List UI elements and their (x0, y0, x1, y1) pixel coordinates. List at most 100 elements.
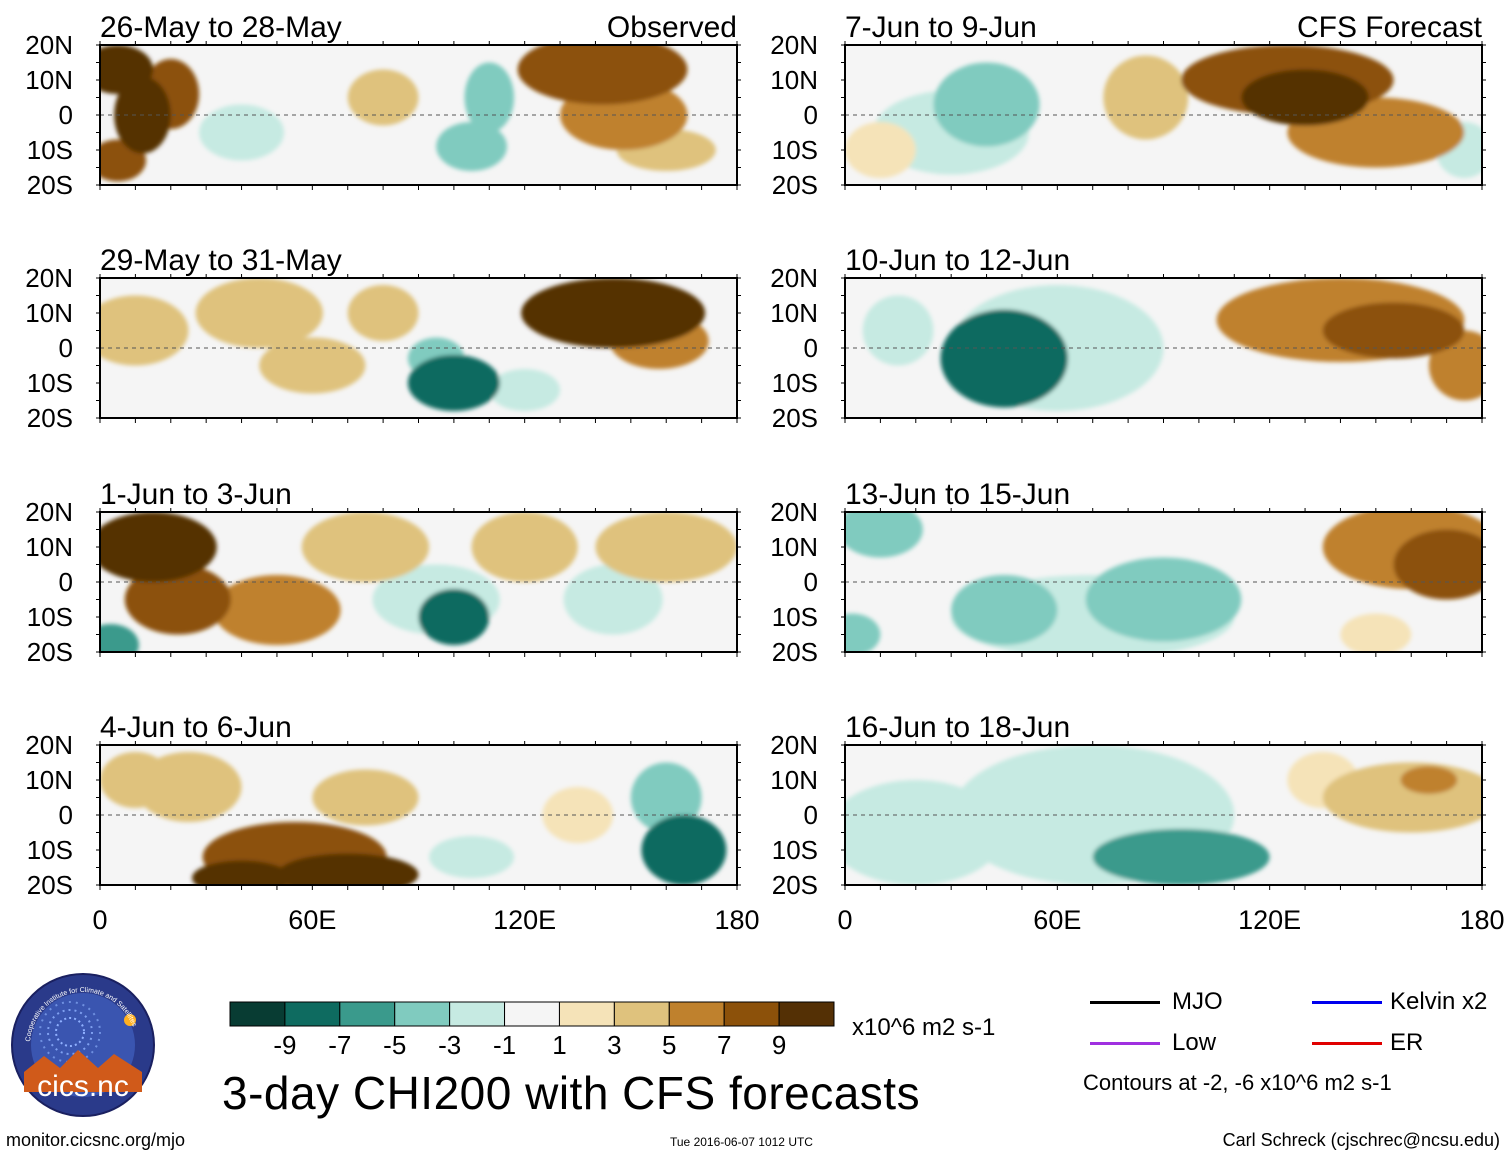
anomaly-region (1241, 69, 1369, 126)
colorbar-swatch (284, 1001, 341, 1027)
x-tick-label: 180 (714, 905, 759, 935)
panel-period-label: 16-Jun to 18-Jun (845, 711, 1070, 744)
anomaly-region (192, 860, 292, 885)
legend-label-low: Low (1172, 1029, 1217, 1056)
colorbar-tick-label: -3 (438, 1030, 461, 1060)
anomaly-region (347, 69, 419, 126)
y-tick-label: 10N (770, 532, 818, 562)
logo-name: cics.nc (37, 1070, 129, 1103)
panel-4: 20N 10N 0 10S 20S 4-Jun to 6-Jun 0 60E 120E 180 (25, 711, 759, 935)
anomaly-region (489, 369, 561, 411)
legend-swatch-low (1090, 1042, 1160, 1045)
colorbar-swatch (394, 1001, 451, 1027)
anomaly-region (276, 853, 419, 885)
chart-title: 3-day CHI200 with CFS forecasts (222, 1067, 921, 1119)
y-tick-label: 0 (804, 567, 818, 597)
anomaly-region (464, 62, 515, 133)
panel-8: 20N 10N 0 10S 20S 16-Jun to 18-Jun 0 60E 120E 180 (770, 711, 1504, 935)
anomaly-region (845, 780, 1005, 885)
panel-period-label: 13-Jun to 15-Jun (845, 478, 1070, 511)
anomaly-region (521, 278, 706, 348)
anomaly-region (436, 122, 507, 171)
y-tick-label: 20S (27, 170, 73, 200)
y-tick-label: 10N (25, 65, 73, 95)
footer-url[interactable]: monitor.cicsnc.org/mjo (6, 1130, 186, 1150)
colorbar-swatch (558, 1001, 615, 1027)
anomaly-region (517, 45, 688, 105)
anomaly-region (429, 836, 515, 878)
y-tick-label: 0 (59, 100, 73, 130)
colorbar-swatch (778, 1001, 835, 1027)
anomaly-region (100, 624, 139, 652)
y-tick-label: 20N (770, 30, 818, 60)
anomaly-region (199, 104, 285, 161)
y-tick-label: 10S (27, 135, 73, 165)
footer-author: Carl Schreck (cjschrec@ncsu.edu) (1222, 1130, 1500, 1150)
footer-timestamp: Tue 2016-06-07 1012 UTC (670, 1135, 813, 1149)
y-tick-label: 20S (772, 637, 818, 667)
anomaly-region (407, 355, 500, 411)
panel-6: 20N 10N 0 10S 20S 10-Jun to 12-Jun (770, 244, 1486, 433)
anomaly-region (862, 295, 934, 366)
colorbar-swatch (339, 1001, 396, 1027)
y-tick-label: 20S (772, 170, 818, 200)
anomaly-region (1092, 829, 1270, 885)
anomaly-region (100, 512, 217, 582)
anomaly-region (542, 787, 614, 843)
y-tick-label: 10N (25, 298, 73, 328)
x-tick-label: 60E (288, 905, 336, 935)
contours-note: Contours at -2, -6 x10^6 m2 s-1 (1083, 1070, 1392, 1095)
anomaly-region (418, 589, 490, 645)
colorbar-tick-label: 1 (552, 1030, 566, 1060)
y-tick-label: 20N (25, 497, 73, 527)
anomaly-region (100, 752, 171, 808)
anomaly-region (312, 769, 419, 826)
colorbar-swatch (229, 1001, 286, 1027)
y-tick-label: 20N (770, 730, 818, 760)
y-tick-label: 20S (772, 870, 818, 900)
legend-label-kelvin: Kelvin x2 (1390, 988, 1488, 1015)
panel-7: 20N 10N 0 10S 20S 13-Jun to 15-Jun (770, 478, 1486, 667)
panel-period-label: 26-May to 28-May (100, 11, 342, 44)
panel-3: 20N 10N 0 10S 20S 1-Jun to 3-Jun (25, 478, 741, 667)
y-tick-label: 10S (772, 835, 818, 865)
colorbar-tick-label: -7 (328, 1030, 351, 1060)
y-tick-label: 20N (770, 497, 818, 527)
anomaly-region (940, 309, 1068, 408)
x-tick-label: 120E (1238, 905, 1301, 935)
y-tick-label: 0 (804, 100, 818, 130)
colorbar-tick-label: -5 (383, 1030, 406, 1060)
anomaly-region (347, 285, 419, 341)
panel-2: 20N 10N 0 10S 20S 29-May to 31-May (25, 244, 741, 433)
y-tick-label: 20N (770, 263, 818, 293)
y-tick-label: 10S (27, 835, 73, 865)
colorbar-swatch (668, 1001, 725, 1027)
anomaly-region (845, 512, 923, 558)
y-tick-label: 10N (770, 65, 818, 95)
y-tick-label: 10N (770, 298, 818, 328)
legend-swatch-er (1312, 1042, 1382, 1045)
y-tick-label: 20N (25, 263, 73, 293)
panel-1: 20N 10N 0 10S 20S 26-May to 28-May Observed (25, 11, 741, 200)
colorbar-tick-label: -1 (493, 1030, 516, 1060)
y-tick-label: 10S (772, 135, 818, 165)
anomaly-region (1340, 613, 1412, 652)
colorbar: -9 -7 -5 -3 -1 1 3 5 7 9 (229, 1001, 835, 1060)
panel-kind-label: Observed (607, 11, 737, 44)
y-tick-label: 10S (27, 368, 73, 398)
y-tick-label: 20S (27, 870, 73, 900)
anomaly-region (630, 762, 702, 833)
y-tick-label: 20N (25, 730, 73, 760)
anomaly-region (1400, 766, 1458, 794)
anomaly-region (595, 512, 737, 582)
panel-period-label: 1-Jun to 3-Jun (100, 478, 292, 511)
y-tick-label: 0 (804, 800, 818, 830)
colorbar-swatch (723, 1001, 780, 1027)
y-tick-label: 20N (25, 30, 73, 60)
y-tick-label: 10N (770, 765, 818, 795)
colorbar-tick-label: 5 (662, 1030, 676, 1060)
anomaly-region (845, 122, 916, 178)
anomaly-region (1322, 302, 1465, 359)
colorbar-tick-label: 3 (607, 1030, 621, 1060)
